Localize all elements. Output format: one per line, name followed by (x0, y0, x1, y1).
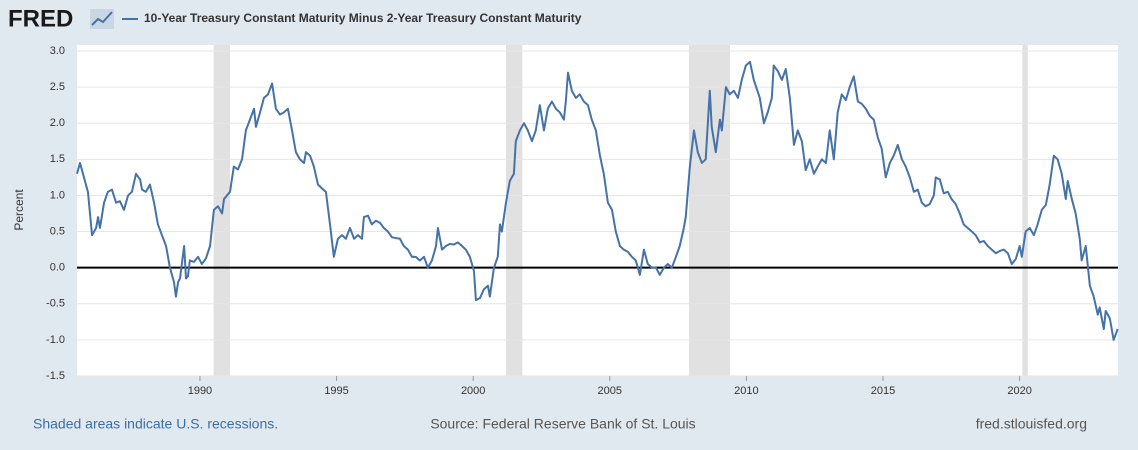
logo-icon (90, 9, 114, 29)
y-tick-label: 0.0 (50, 262, 65, 274)
logo-icon-box (90, 9, 114, 29)
x-tick-label: 2020 (1007, 385, 1031, 397)
legend-label: 10-Year Treasury Constant Maturity Minus… (144, 11, 582, 25)
recession-band (1022, 45, 1028, 376)
x-tick-label: 2015 (871, 385, 895, 397)
y-tick-label: -0.5 (46, 298, 65, 310)
y-tick-label: 2.0 (50, 117, 65, 129)
plot-area (77, 45, 1118, 376)
logo: FRED (8, 5, 73, 32)
source-note: Source: Federal Reserve Bank of St. Loui… (430, 416, 695, 432)
logo-icon-line (91, 11, 113, 26)
x-tick-label: 1995 (324, 385, 348, 397)
y-tick-label: 0.5 (50, 225, 65, 237)
y-tick-label: 3.0 (50, 45, 65, 57)
series-line (76, 60, 1119, 341)
y-tick-label: -1.0 (46, 334, 65, 346)
x-tick-label: 2010 (734, 385, 758, 397)
y-tick-label: 1.0 (50, 189, 65, 201)
recession-band (505, 45, 523, 376)
y-axis-label: Percent (12, 189, 26, 231)
y-tick-label: 1.5 (50, 153, 65, 165)
x-tick-label: 2000 (461, 385, 485, 397)
x-tick-label: 1990 (188, 385, 212, 397)
recession-note: Shaded areas indicate U.S. recessions. (33, 416, 278, 432)
y-tick-label: 2.5 (50, 81, 65, 93)
x-tick-label: 2005 (598, 385, 622, 397)
y-tick-label: -1.5 (46, 370, 65, 382)
site-note: fred.stlouisfed.org (976, 416, 1087, 432)
